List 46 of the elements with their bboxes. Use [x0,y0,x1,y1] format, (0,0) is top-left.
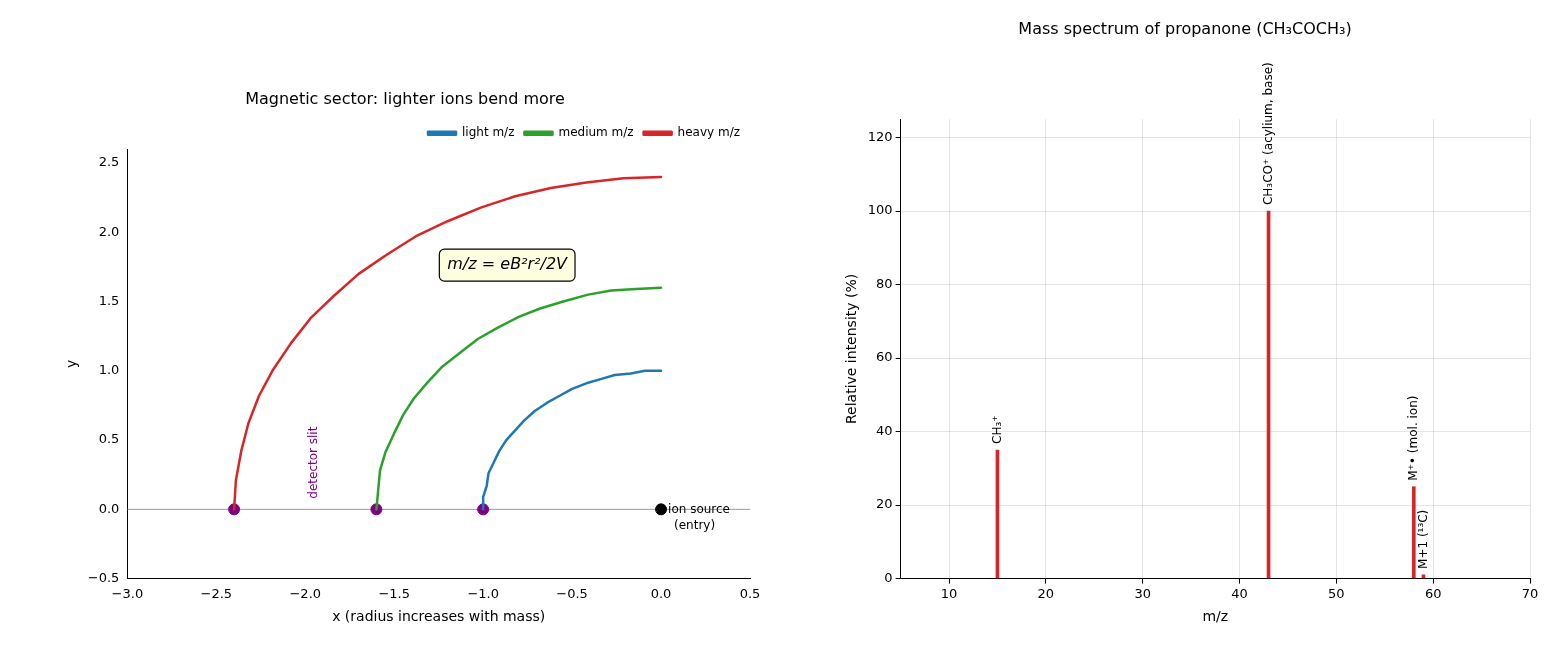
annotation: detector slit [306,426,321,499]
y-tick-label: −0.5 [87,569,120,585]
x-tick-label: −2.5 [200,585,233,601]
y-axis-title: y [63,359,80,369]
annotation: CH₃⁺ [989,415,1004,444]
annotation: ion source (entry) [668,502,731,533]
y-tick-label: 80 [876,275,893,291]
y-tick-label: 2.5 [98,154,120,170]
y-tick-label: 0 [884,569,893,585]
x-tick-label: −3.0 [111,585,144,601]
annotation: M⁺• (mol. ion) [1405,395,1420,481]
x-tick-label: 10 [940,585,958,601]
x-axis-title: m/z [1202,608,1229,625]
annotation: m/z = eB²r²/2V [447,254,569,274]
x-tick-label: 30 [1134,585,1151,601]
x-tick-label: 50 [1328,585,1345,601]
x-tick-label: −2.0 [289,585,322,601]
y-axis-title: Relative intensity (%) [843,273,860,425]
y-tick-label: 0.5 [98,431,120,447]
x-tick-label: −1.5 [378,585,410,601]
x-tick-label: 20 [1037,585,1055,601]
y-tick-label: 2.0 [98,223,120,239]
x-tick-label: −0.5 [556,585,588,601]
x-tick-label: 70 [1521,585,1539,601]
chart-title: Mass spectrum of propanone (CH₃COCH₃) [1018,18,1352,38]
y-tick-label: 120 [867,128,893,144]
annotation: M+1 (¹³C) [1415,509,1430,569]
legend-label: heavy m/z [677,125,740,140]
x-tick-label: −1.0 [467,585,499,601]
chart-title: Magnetic sector: lighter ions bend more [245,88,565,108]
annotation: CH₃CO⁺ (acylium, base) [1260,62,1275,206]
legend-label: light m/z [462,125,515,140]
x-tick-label: 40 [1231,585,1248,601]
bar [1411,486,1416,579]
y-tick-label: 60 [876,349,893,365]
legend-label: medium m/z [558,125,634,140]
y-tick-label: 100 [867,202,893,218]
x-tick-label: 0.5 [739,585,761,601]
y-tick-label: 1.5 [98,292,120,308]
y-tick-label: 1.0 [98,362,120,378]
x-tick-label: 0.0 [650,585,672,601]
x-tick-label: 60 [1424,585,1442,601]
x-axis-title: x (radius increases with mass) [332,608,546,625]
y-tick-label: 20 [876,496,893,512]
y-tick-label: 0.0 [98,500,120,516]
y-tick-label: 40 [876,422,893,438]
